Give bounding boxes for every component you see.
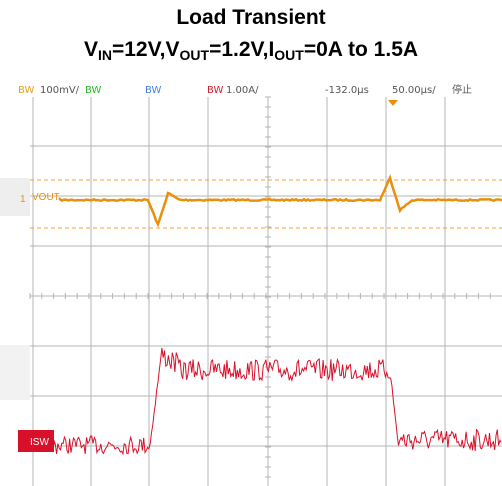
status-item: BW bbox=[207, 85, 224, 96]
subtitle-part: IN bbox=[98, 47, 112, 63]
subtitle-part: OUT bbox=[180, 47, 210, 63]
subtitle: VIN=12V,VOUT=1.2V,IOUT=0A to 1.5A bbox=[84, 38, 418, 63]
status-bar: BW 100mV/BW BW BW 1.00A/-132.0µs 50.00µs/停止 bbox=[18, 83, 472, 96]
isw-box bbox=[18, 430, 54, 452]
title: Load Transient bbox=[176, 6, 325, 29]
subtitle-part: OUT bbox=[274, 47, 304, 63]
label-area bbox=[0, 178, 30, 216]
subtitle-part: V bbox=[84, 38, 98, 61]
status-item: -132.0µs bbox=[325, 85, 369, 96]
vout-marker: 1 bbox=[20, 194, 26, 205]
status-item: 停止 bbox=[452, 83, 472, 96]
subtitle-part: =1.2V,I bbox=[209, 38, 274, 61]
scope-screen: 1 VOUT ISW bbox=[0, 96, 502, 486]
status-item: 100mV/ bbox=[40, 85, 80, 96]
subtitle-part: =0A to 1.5A bbox=[304, 38, 418, 61]
status-item: BW bbox=[145, 85, 162, 96]
isw-label: ISW bbox=[30, 437, 49, 448]
grid bbox=[29, 96, 502, 486]
status-item: 1.00A/ bbox=[226, 85, 259, 96]
status-item: BW bbox=[85, 85, 102, 96]
subtitle-part: =12V,V bbox=[112, 38, 180, 61]
vout-trace bbox=[58, 174, 502, 228]
isw-trace bbox=[53, 347, 502, 456]
trigger-marker bbox=[388, 100, 398, 106]
label-area bbox=[0, 345, 30, 400]
vout-label: VOUT bbox=[32, 192, 60, 203]
status-item: BW bbox=[18, 85, 35, 96]
status-item: 50.00µs/ bbox=[392, 85, 436, 96]
